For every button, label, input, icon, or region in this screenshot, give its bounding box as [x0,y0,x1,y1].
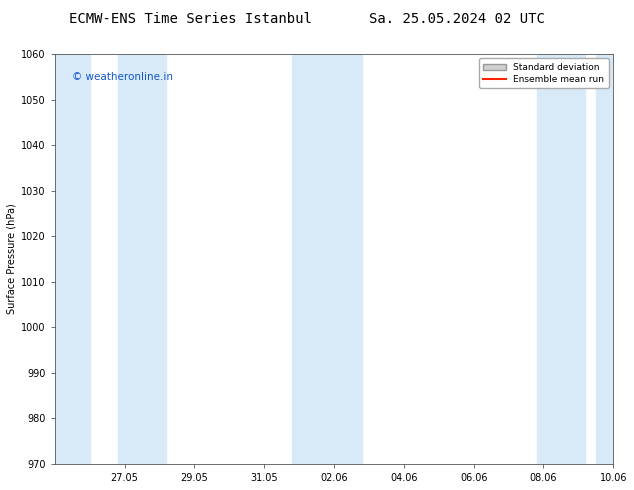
Bar [536,54,585,464]
Text: Sa. 25.05.2024 02 UTC: Sa. 25.05.2024 02 UTC [368,12,545,26]
Bar [55,54,89,464]
Y-axis label: Surface Pressure (hPa): Surface Pressure (hPa) [7,204,17,315]
Bar [117,54,167,464]
Text: © weatheronline.in: © weatheronline.in [72,73,172,82]
Legend: Standard deviation, Ensemble mean run: Standard deviation, Ensemble mean run [479,58,609,88]
Text: ECMW-ENS Time Series Istanbul: ECMW-ENS Time Series Istanbul [68,12,312,26]
Bar [596,54,613,464]
Bar [292,54,362,464]
